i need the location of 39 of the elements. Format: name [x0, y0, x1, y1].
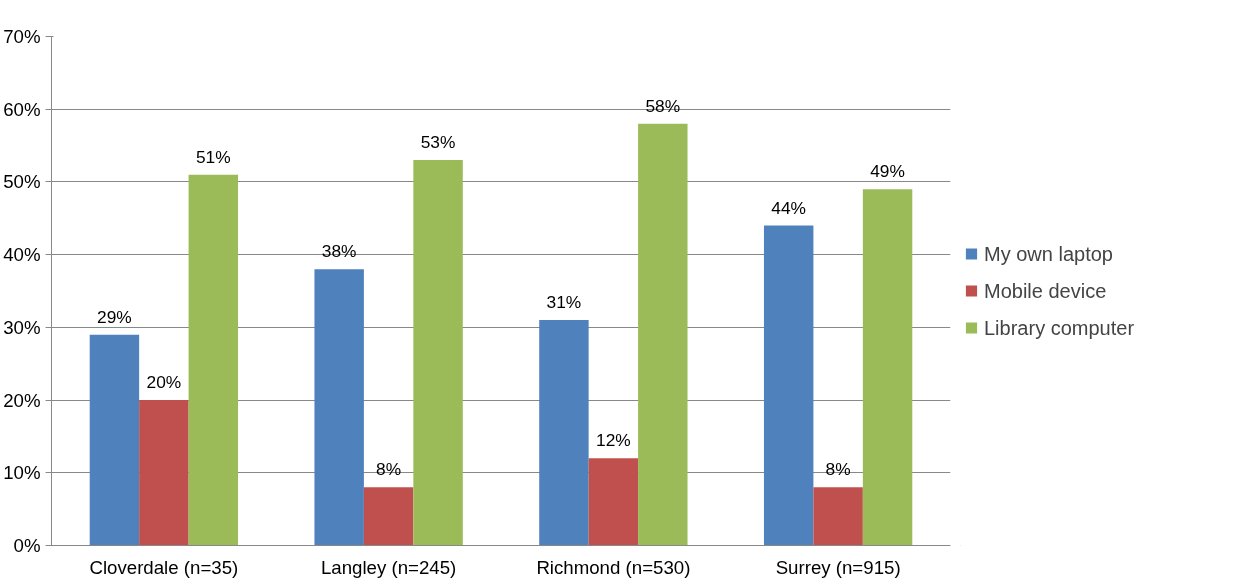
bar: [314, 269, 364, 546]
bar: [588, 458, 639, 546]
bar: [363, 487, 414, 546]
bar: [539, 320, 589, 546]
data-label: 58%: [645, 95, 681, 116]
bar: [763, 225, 814, 546]
data-label: 31%: [546, 292, 582, 313]
legend-label: My own laptop: [984, 242, 1113, 265]
y-tick-label: 40%: [3, 244, 41, 266]
data-label: 53%: [420, 132, 456, 153]
data-label: 51%: [195, 146, 231, 167]
data-label: 20%: [146, 372, 182, 393]
data-label: 12%: [596, 430, 631, 451]
y-tick-label: 0%: [13, 535, 41, 556]
bar: [89, 334, 140, 546]
x-tick-label: Langley (n=245): [320, 556, 457, 578]
y-tick-label: 70%: [3, 26, 41, 47]
legend-label: Library computer: [984, 316, 1135, 339]
y-tick-label: 60%: [3, 98, 41, 120]
y-tick-label: 30%: [3, 316, 41, 338]
data-label: 29%: [97, 306, 132, 327]
data-label: 8%: [825, 459, 851, 480]
data-label: 44%: [771, 197, 807, 218]
data-label: 38%: [321, 241, 357, 262]
y-tick-label: 50%: [3, 171, 41, 193]
bar: [862, 189, 913, 546]
x-tick-label: Surrey (n=915): [775, 556, 901, 578]
data-label: 8%: [376, 459, 402, 480]
x-tick-label: Cloverdale (n=35): [89, 556, 239, 578]
bar: [413, 160, 463, 546]
y-tick-label: 10%: [3, 462, 41, 484]
bar: [638, 123, 688, 546]
data-label: 49%: [870, 161, 905, 182]
x-tick-label: Richmond (n=530): [536, 556, 691, 578]
bar: [813, 487, 863, 546]
y-tick-label: 20%: [3, 389, 41, 411]
bar: [139, 400, 189, 546]
bar: [188, 174, 239, 546]
legend-label: Mobile device: [984, 279, 1107, 302]
